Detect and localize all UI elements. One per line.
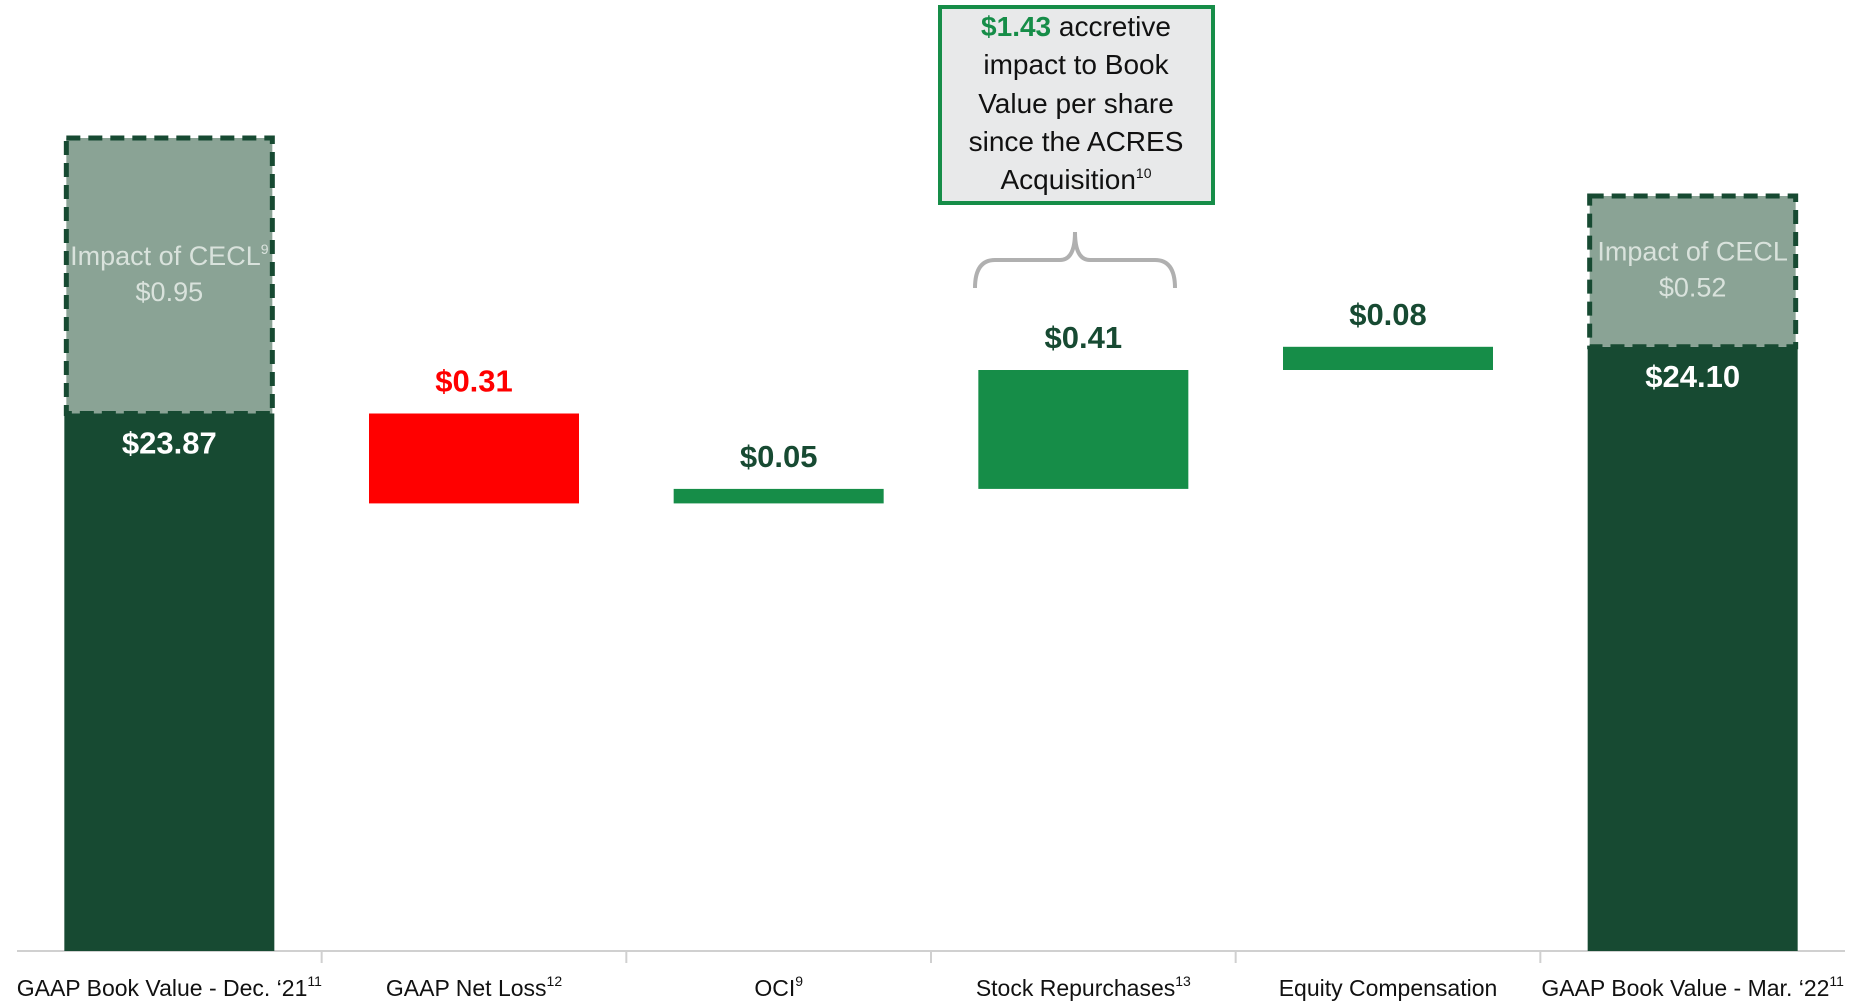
decrease-bar: [369, 413, 579, 504]
x-tick-label: GAAP Book Value - Mar. ‘2211: [1541, 973, 1844, 1001]
value-label: $0.08: [1349, 297, 1427, 332]
annotation-text: impact to Book: [983, 49, 1169, 80]
footnote: 11: [1829, 973, 1844, 989]
annotation-text: Value per share: [978, 88, 1174, 119]
category-text: GAAP Book Value - Dec. ‘21: [17, 975, 308, 1001]
x-tick-label: OCI9: [754, 973, 803, 1001]
cecl-name: Impact of CECL: [1597, 237, 1788, 267]
increase-bar: [978, 370, 1189, 489]
footnote: 9: [795, 973, 803, 989]
cecl-value-label: $0.95: [136, 277, 204, 307]
x-tick-label: Stock Repurchases13: [976, 973, 1191, 1001]
annotation-value: $1.43: [981, 11, 1051, 42]
total-bar: [1587, 346, 1798, 951]
annotation-text: Acquisition: [1001, 164, 1136, 195]
increase-bar: [1283, 346, 1493, 370]
brace: [973, 231, 1177, 289]
x-tick-label: GAAP Book Value - Dec. ‘2111: [17, 973, 322, 1001]
annotation-text: since the ACRES: [969, 126, 1184, 157]
category-text: OCI: [754, 975, 795, 1001]
footnote: 9: [261, 240, 269, 256]
cecl-name: Impact of CECL: [70, 241, 261, 271]
category-text: GAAP Net Loss: [386, 975, 547, 1001]
footnote: 10: [1136, 165, 1152, 181]
category-text: Stock Repurchases: [976, 975, 1175, 1001]
value-label: $0.05: [740, 439, 818, 474]
category-text: Equity Compensation: [1279, 975, 1498, 1001]
category-text: GAAP Book Value - Mar. ‘22: [1541, 975, 1829, 1001]
annotation-line: Acquisition10: [1001, 164, 1152, 195]
cecl-value-label: $0.52: [1659, 273, 1727, 303]
cecl-label: Impact of CECL: [1597, 237, 1788, 267]
total-bar: [64, 413, 275, 951]
space: [1051, 11, 1059, 42]
footnote: 13: [1175, 973, 1191, 989]
x-tick-label: GAAP Net Loss12: [386, 973, 562, 1001]
annotation-line: $1.43 accretive: [981, 11, 1171, 42]
value-label: $0.31: [435, 364, 513, 399]
cecl-box: [1587, 193, 1799, 350]
value-label: $0.41: [1045, 320, 1123, 355]
x-tick-label: Equity Compensation: [1279, 975, 1498, 1001]
annotation-line: impact to Book: [983, 49, 1169, 80]
annotation-line: since the ACRES: [969, 126, 1184, 157]
value-label: $23.87: [122, 426, 217, 461]
increase-bar: [673, 488, 884, 504]
value-label: $24.10: [1645, 359, 1740, 394]
annotation-box: [938, 5, 1215, 205]
cecl-label: Impact of CECL9: [70, 240, 269, 270]
annotation-line: Value per share: [978, 88, 1174, 119]
footnote: 11: [307, 973, 322, 989]
annotation-text: accretive: [1059, 11, 1171, 42]
footnote: 12: [547, 973, 563, 989]
cecl-box: [63, 135, 275, 416]
